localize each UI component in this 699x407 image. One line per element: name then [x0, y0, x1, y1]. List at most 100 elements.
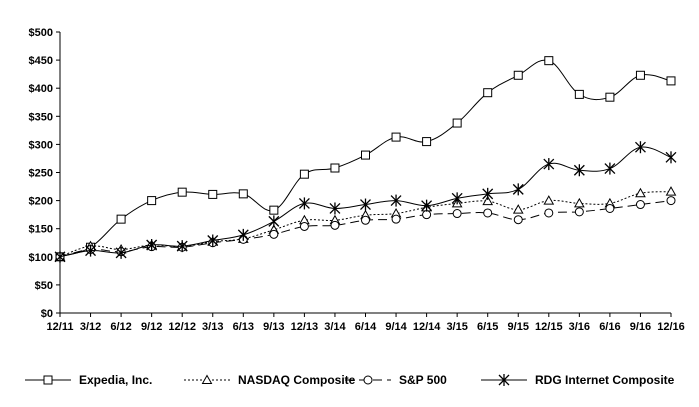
x-tick-label: 6/12: [110, 321, 131, 333]
y-tick-label: $200: [29, 196, 53, 208]
expedia-inc-marker: [544, 56, 554, 66]
x-tick-label: 6/13: [233, 321, 254, 333]
x-tick-label: 12/14: [413, 321, 441, 333]
expedia-inc-marker: [513, 70, 523, 80]
rdg-internet-composite-marker: [54, 250, 66, 263]
legend-label: NASDAQ Composite: [238, 373, 356, 387]
expedia-inc-marker: [666, 76, 676, 86]
x-tick-label: 6/16: [599, 321, 620, 333]
y-tick-label: $450: [29, 55, 53, 67]
series-line-nasdaq-composite: [59, 191, 672, 258]
x-tick-label: 12/13: [291, 321, 319, 333]
s-p-500-marker: [330, 220, 340, 230]
legend-label: RDG Internet Composite: [535, 373, 675, 387]
x-tick-label: 3/16: [569, 321, 590, 333]
rdg-internet-composite-marker: [421, 199, 433, 212]
x-tick-label: 6/14: [355, 321, 377, 333]
expedia-inc-marker: [177, 187, 187, 197]
legend-item-expedia-inc: Expedia, Inc.: [25, 373, 152, 387]
y-tick-label: $0: [41, 308, 53, 320]
s-p-500-marker: [513, 215, 523, 225]
legend-item-rdg-internet-composite: RDG Internet Composite: [481, 373, 675, 387]
legend: Expedia, Inc. NASDAQ Composite S&P 500 RDG …: [25, 373, 675, 387]
nasdaq-composite-marker: [543, 195, 555, 205]
expedia-inc-marker: [391, 132, 401, 142]
legend-item-s-p-500: S&P 500: [345, 373, 447, 387]
x-tick-label: 9/16: [630, 321, 651, 333]
rdg-internet-composite-marker: [543, 158, 555, 171]
rdg-internet-composite-marker: [329, 202, 341, 215]
rdg-internet-composite-marker: [634, 141, 646, 154]
legend-rdg-internet-composite-marker: [498, 374, 510, 386]
legend-expedia-inc-marker: [43, 375, 53, 385]
x-tick-label: 6/15: [477, 321, 498, 333]
expedia-inc-marker: [574, 89, 584, 99]
y-tick-label: $50: [35, 280, 53, 292]
legend-label: Expedia, Inc.: [79, 373, 152, 387]
legend-nasdaq-composite-marker: [201, 374, 213, 384]
rdg-internet-composite-marker: [268, 215, 280, 228]
y-tick-label: $500: [29, 27, 53, 39]
series-s-p-500: [55, 196, 676, 262]
rdg-internet-composite-marker: [665, 151, 677, 164]
expedia-inc-marker: [330, 163, 340, 173]
s-p-500-marker: [635, 200, 645, 210]
nasdaq-composite-marker: [573, 197, 585, 208]
expedia-inc-marker: [605, 92, 615, 102]
x-tick-label: 3/14: [324, 321, 346, 333]
x-tick-label: 3/12: [80, 321, 101, 333]
rdg-internet-composite-marker: [604, 162, 616, 175]
rdg-internet-composite-marker: [207, 234, 219, 247]
x-tick-label: 12/11: [47, 321, 74, 333]
s-p-500-marker: [299, 221, 309, 231]
x-tick-label: 12/15: [535, 321, 563, 333]
s-p-500-marker: [605, 203, 615, 213]
legend-label: S&P 500: [399, 373, 447, 387]
s-p-500-marker: [574, 207, 584, 217]
s-p-500-marker: [269, 229, 279, 239]
x-tick-label: 12/16: [657, 321, 685, 333]
expedia-inc-marker: [269, 205, 279, 215]
s-p-500-marker: [422, 210, 432, 220]
s-p-500-marker: [361, 215, 370, 225]
expedia-inc-marker: [147, 196, 157, 206]
rdg-internet-composite-marker: [146, 238, 158, 251]
y-tick-label: $400: [29, 83, 53, 95]
s-p-500-marker: [483, 208, 493, 218]
y-tick-label: $100: [29, 252, 53, 264]
expedia-inc-marker: [635, 70, 645, 80]
rdg-internet-composite-marker: [573, 164, 585, 177]
expedia-inc-marker: [361, 150, 370, 160]
expedia-inc-marker: [116, 214, 126, 224]
x-tick-label: 12/12: [168, 321, 196, 333]
x-tick-label: 9/15: [508, 321, 529, 333]
s-p-500-marker: [452, 209, 462, 219]
rdg-internet-composite-marker: [298, 197, 310, 210]
rdg-internet-composite-marker: [176, 240, 188, 253]
x-tick-label: 3/13: [202, 321, 223, 333]
expedia-inc-marker: [208, 189, 218, 199]
rdg-internet-composite-marker: [482, 187, 494, 200]
y-tick-label: $350: [29, 111, 53, 123]
nasdaq-composite-marker: [482, 195, 494, 206]
expedia-inc-marker: [299, 169, 309, 179]
x-tick-label: 9/13: [263, 321, 284, 333]
x-tick-label: 9/12: [141, 321, 162, 333]
series-group: [54, 56, 677, 263]
s-p-500-marker: [666, 196, 676, 206]
y-tick-label: $150: [29, 224, 53, 236]
series-expedia-inc: [55, 56, 676, 262]
rdg-internet-composite-marker: [85, 244, 97, 257]
series-rdg-internet-composite: [54, 141, 677, 263]
expedia-inc-marker: [483, 88, 493, 98]
expedia-inc-marker: [422, 137, 432, 147]
expedia-inc-marker: [452, 118, 462, 128]
s-p-500-marker: [544, 208, 554, 218]
nasdaq-composite-marker: [512, 204, 524, 214]
legend-item-nasdaq-composite: NASDAQ Composite: [184, 373, 356, 387]
rdg-internet-composite-marker: [115, 246, 127, 259]
rdg-internet-composite-marker: [512, 183, 524, 196]
rdg-internet-composite-marker: [360, 198, 371, 211]
